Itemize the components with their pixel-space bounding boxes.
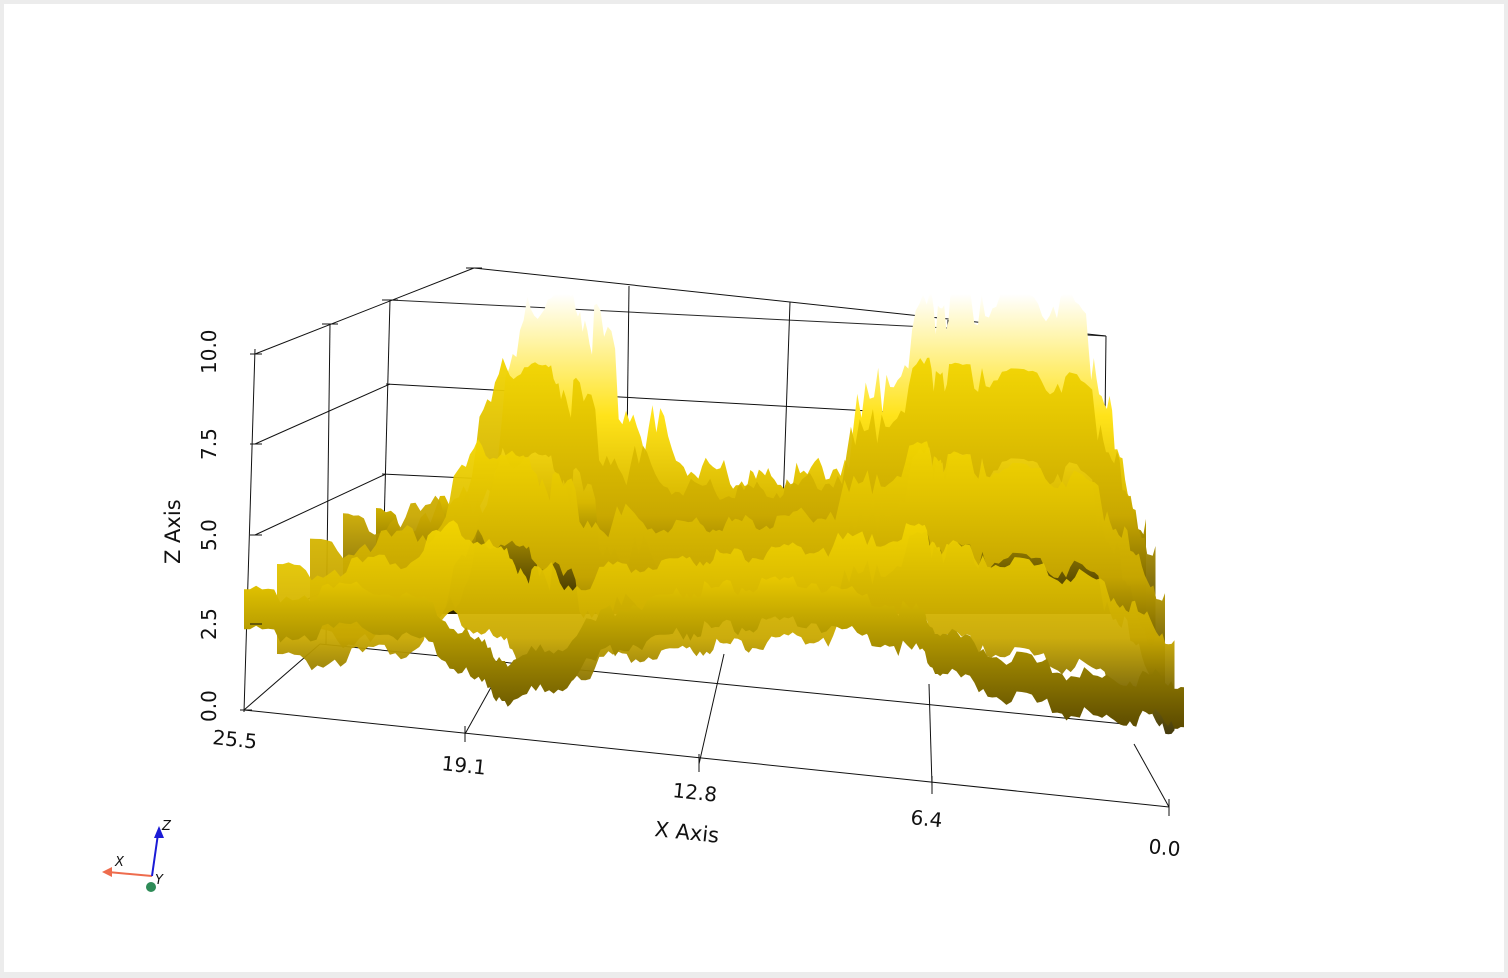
y-axis-dot [146,882,156,892]
surface-front-edge [244,576,1184,729]
surface-mid-layer [343,357,1156,646]
x-tick-label: 0.0 [1147,834,1181,861]
surface [244,294,1184,735]
z-tick-label: 0.0 [197,690,221,722]
x-arrow-head [102,867,112,877]
x-tick-labels: 25.5 19.1 12.8 6.4 0.0 [211,725,1181,861]
tick-marks [240,267,1170,816]
z-axis-title: Z Axis [161,499,185,564]
orientation-widget: X Y Z [102,819,172,892]
x-tick-label: 19.1 [440,751,487,780]
render-viewport[interactable]: 0.0 2.5 5.0 7.5 10.0 25.5 19.1 12.8 6.4 … [4,4,1504,972]
x-axis-arrow [107,871,153,877]
z-tick-labels: 0.0 2.5 5.0 7.5 10.0 [197,329,221,722]
orient-y-label: Y [155,873,164,888]
z-tick-label: 2.5 [197,608,221,640]
z-arrow-head [154,826,164,838]
x-tick-label: 12.8 [671,778,718,807]
z-tick-label: 7.5 [197,428,221,460]
orient-z-label: Z [161,819,172,834]
x-tick-label: 25.5 [211,725,258,754]
orient-x-label: X [114,855,125,870]
surface-mid-layer [277,520,1175,735]
z-tick-label: 10.0 [197,329,221,374]
z-tick-label: 5.0 [197,519,221,551]
x-tick-label: 6.4 [909,805,943,832]
z-axis-arrow [151,833,159,877]
surface-chart: 0.0 2.5 5.0 7.5 10.0 25.5 19.1 12.8 6.4 … [102,267,1184,892]
x-axis-title: X Axis [653,817,720,848]
